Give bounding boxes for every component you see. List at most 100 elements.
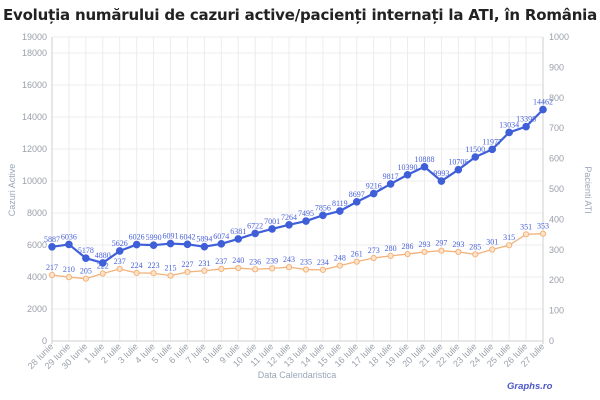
- data-label: 224: [131, 261, 143, 270]
- y-tick-label: 12000: [22, 144, 47, 154]
- data-point[interactable]: [420, 162, 429, 171]
- data-label: 5178: [78, 246, 94, 255]
- data-point[interactable]: [115, 247, 124, 255]
- y-right-tick-label: 200: [549, 275, 564, 285]
- data-label: 11500: [465, 145, 485, 154]
- data-label: 6042: [179, 232, 195, 241]
- data-point[interactable]: [506, 242, 513, 249]
- data-point[interactable]: [319, 211, 327, 220]
- data-label: 10706: [448, 158, 468, 167]
- chart-title: Evoluția numărului de cazuri active/paci…: [2, 6, 598, 24]
- data-point[interactable]: [82, 275, 89, 282]
- data-point[interactable]: [505, 128, 513, 137]
- data-point[interactable]: [269, 265, 276, 272]
- data-point[interactable]: [132, 240, 141, 249]
- data-point[interactable]: [150, 270, 157, 277]
- y-right-tick-label: 400: [549, 214, 564, 224]
- data-point[interactable]: [99, 270, 106, 277]
- data-point[interactable]: [403, 170, 412, 179]
- data-label: 7264: [281, 213, 297, 222]
- data-point[interactable]: [471, 153, 480, 161]
- data-point[interactable]: [149, 241, 158, 249]
- data-point[interactable]: [285, 220, 293, 229]
- data-point[interactable]: [234, 235, 243, 243]
- y-tick-label: 19000: [22, 32, 47, 42]
- data-label: 5887: [44, 235, 60, 244]
- data-point[interactable]: [522, 231, 530, 238]
- y-axis-right-ticks: 0 100 200 300 400 500 600 700 800 900 1000: [549, 32, 569, 346]
- data-point[interactable]: [98, 259, 107, 267]
- data-point[interactable]: [302, 266, 310, 273]
- data-label: 261: [351, 250, 363, 259]
- data-label: 6091: [163, 232, 179, 241]
- y-axis-right-title: Pacienti ATI: [583, 166, 593, 213]
- brand-watermark[interactable]: Graphs.ro: [507, 381, 553, 392]
- data-point[interactable]: [539, 105, 547, 114]
- y-right-tick-label: 100: [549, 306, 564, 316]
- data-point[interactable]: [352, 198, 361, 206]
- data-point[interactable]: [489, 246, 496, 253]
- data-label: 13034: [499, 120, 519, 129]
- data-point[interactable]: [116, 265, 123, 273]
- data-point[interactable]: [184, 268, 191, 276]
- series-pacienti-ati: [48, 230, 547, 282]
- data-point[interactable]: [404, 250, 411, 258]
- data-label: 285: [469, 242, 481, 251]
- data-point[interactable]: [201, 267, 208, 274]
- data-point[interactable]: [336, 207, 344, 215]
- data-point[interactable]: [336, 262, 343, 269]
- data-point[interactable]: [539, 230, 547, 237]
- data-point[interactable]: [302, 217, 310, 225]
- y-tick-label: 14000: [22, 112, 47, 122]
- y-right-tick-label: 600: [549, 154, 564, 164]
- data-label: 11977: [482, 137, 502, 146]
- data-point[interactable]: [82, 254, 90, 262]
- data-point[interactable]: [167, 272, 174, 279]
- data-label: 223: [148, 261, 160, 270]
- data-point[interactable]: [454, 165, 463, 174]
- data-point[interactable]: [48, 243, 56, 251]
- y-right-tick-label: 700: [549, 123, 564, 133]
- data-label: 315: [503, 233, 515, 242]
- y-tick-label: 16000: [22, 80, 47, 90]
- data-point[interactable]: [218, 265, 225, 273]
- data-point[interactable]: [133, 269, 140, 277]
- y-tick-label: 4000: [27, 272, 47, 282]
- data-point[interactable]: [65, 240, 73, 249]
- data-label: 7495: [298, 209, 314, 218]
- data-point[interactable]: [285, 264, 293, 271]
- data-point[interactable]: [183, 240, 192, 249]
- data-label: 227: [181, 260, 193, 269]
- data-point[interactable]: [369, 189, 378, 198]
- data-point[interactable]: [319, 266, 326, 273]
- data-label: 235: [300, 258, 312, 267]
- data-point[interactable]: [200, 242, 209, 251]
- data-point[interactable]: [217, 240, 226, 248]
- data-point[interactable]: [438, 247, 445, 254]
- data-point[interactable]: [455, 248, 462, 256]
- data-point[interactable]: [421, 248, 428, 256]
- data-label: 236: [249, 257, 261, 266]
- data-point[interactable]: [386, 180, 395, 188]
- data-point[interactable]: [166, 239, 175, 248]
- data-point[interactable]: [251, 229, 259, 238]
- data-point[interactable]: [472, 251, 479, 258]
- data-point[interactable]: [353, 258, 360, 265]
- data-point[interactable]: [252, 266, 259, 273]
- data-label: 10888: [414, 155, 434, 164]
- data-label: 5626: [112, 239, 128, 248]
- data-label: 237: [114, 257, 126, 266]
- data-point[interactable]: [437, 177, 446, 185]
- data-point[interactable]: [488, 145, 497, 154]
- data-point[interactable]: [48, 271, 56, 279]
- data-point[interactable]: [370, 254, 377, 262]
- data-point[interactable]: [65, 274, 73, 281]
- data-label: 280: [385, 244, 397, 253]
- data-point[interactable]: [268, 225, 276, 233]
- data-point[interactable]: [522, 122, 530, 131]
- data-label: 351: [520, 222, 532, 231]
- data-point[interactable]: [235, 264, 242, 272]
- data-point[interactable]: [387, 252, 394, 259]
